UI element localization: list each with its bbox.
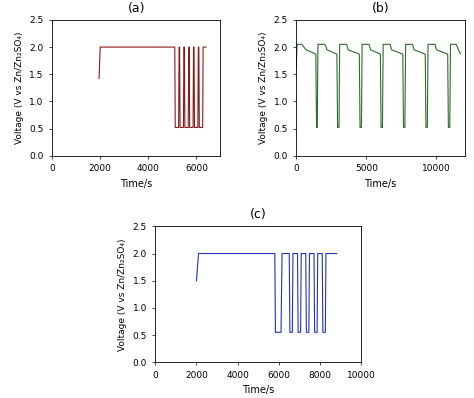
Y-axis label: Voltage (V vs Zn/Zn₂SO₄): Voltage (V vs Zn/Zn₂SO₄) [15,31,24,144]
X-axis label: Time/s: Time/s [242,385,274,395]
X-axis label: Time/s: Time/s [364,179,396,189]
X-axis label: Time/s: Time/s [120,179,153,189]
Title: (c): (c) [250,208,267,221]
Y-axis label: Voltage (V vs Zn/Zn₂SO₄): Voltage (V vs Zn/Zn₂SO₄) [259,31,268,144]
Title: (a): (a) [128,2,145,15]
Y-axis label: Voltage (V vs Zn/Zn₂SO₄): Voltage (V vs Zn/Zn₂SO₄) [118,238,127,351]
Title: (b): (b) [372,2,389,15]
